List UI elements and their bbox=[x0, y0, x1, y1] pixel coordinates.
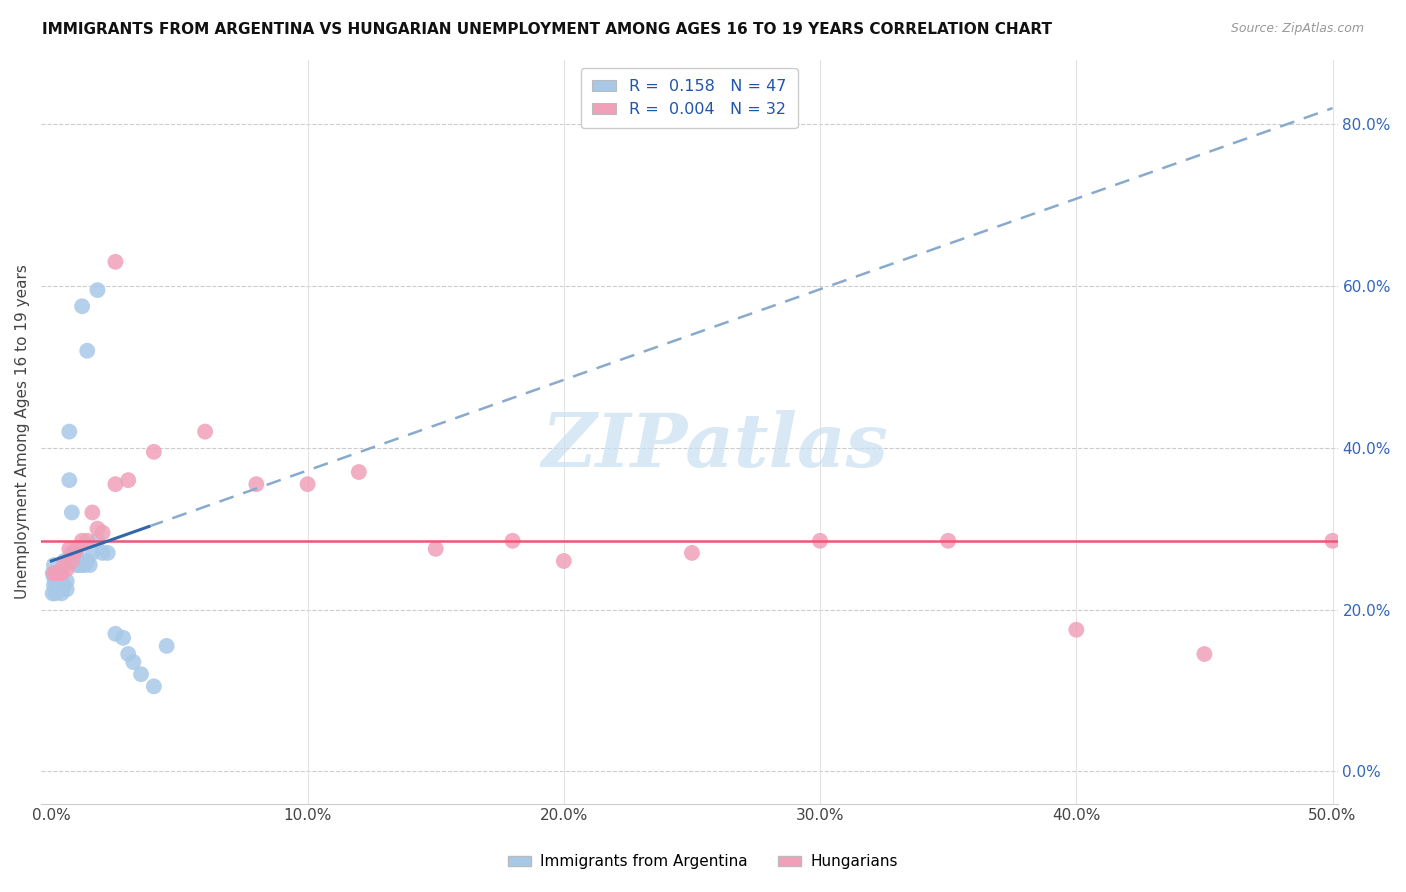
Point bbox=[60, 554, 83, 568]
Point bbox=[76, 343, 98, 358]
Point bbox=[53, 578, 76, 592]
Point bbox=[48, 570, 70, 584]
Point bbox=[58, 425, 80, 439]
Point bbox=[117, 647, 139, 661]
Point bbox=[73, 558, 96, 572]
Point bbox=[53, 554, 76, 568]
Y-axis label: Unemployment Among Ages 16 to 19 years: Unemployment Among Ages 16 to 19 years bbox=[15, 264, 30, 599]
Point bbox=[41, 566, 63, 581]
Point bbox=[142, 679, 165, 693]
Point bbox=[55, 582, 77, 597]
Point bbox=[122, 655, 145, 669]
Point bbox=[129, 667, 152, 681]
Point bbox=[104, 254, 127, 268]
Point bbox=[51, 566, 73, 581]
Point bbox=[117, 473, 139, 487]
Point bbox=[51, 586, 73, 600]
Point bbox=[42, 558, 65, 572]
Point bbox=[91, 525, 114, 540]
Point bbox=[55, 574, 77, 589]
Point bbox=[44, 586, 66, 600]
Text: ZIPatlas: ZIPatlas bbox=[541, 410, 889, 483]
Point bbox=[142, 445, 165, 459]
Point bbox=[60, 546, 83, 560]
Point bbox=[76, 554, 98, 568]
Point bbox=[91, 546, 114, 560]
Point bbox=[66, 558, 89, 572]
Legend: R =  0.158   N = 47, R =  0.004   N = 32: R = 0.158 N = 47, R = 0.004 N = 32 bbox=[581, 68, 797, 128]
Point bbox=[76, 533, 98, 548]
Point bbox=[45, 566, 67, 581]
Text: IMMIGRANTS FROM ARGENTINA VS HUNGARIAN UNEMPLOYMENT AMONG AGES 16 TO 19 YEARS CO: IMMIGRANTS FROM ARGENTINA VS HUNGARIAN U… bbox=[42, 22, 1052, 37]
Point bbox=[58, 473, 80, 487]
Point bbox=[66, 541, 89, 556]
Point bbox=[45, 566, 67, 581]
Point bbox=[63, 546, 86, 560]
Point bbox=[82, 506, 104, 520]
Point bbox=[58, 541, 80, 556]
Point bbox=[66, 549, 89, 564]
Point bbox=[70, 533, 93, 548]
Point bbox=[104, 627, 127, 641]
Point bbox=[46, 570, 69, 584]
Point bbox=[51, 574, 73, 589]
Point bbox=[425, 541, 447, 556]
Point bbox=[86, 533, 108, 548]
Point bbox=[48, 574, 70, 589]
Point bbox=[347, 465, 370, 479]
Point bbox=[104, 477, 127, 491]
Point bbox=[808, 533, 831, 548]
Point bbox=[45, 574, 67, 589]
Point bbox=[97, 546, 120, 560]
Point bbox=[245, 477, 267, 491]
Point bbox=[48, 566, 70, 581]
Point bbox=[156, 639, 179, 653]
Text: Source: ZipAtlas.com: Source: ZipAtlas.com bbox=[1230, 22, 1364, 36]
Point bbox=[60, 506, 83, 520]
Point bbox=[1064, 623, 1087, 637]
Point bbox=[112, 631, 135, 645]
Point bbox=[51, 582, 73, 597]
Point bbox=[82, 546, 104, 560]
Point bbox=[44, 574, 66, 589]
Point bbox=[70, 299, 93, 313]
Point bbox=[70, 558, 93, 572]
Point bbox=[53, 558, 76, 572]
Point bbox=[42, 566, 65, 581]
Point bbox=[681, 546, 703, 560]
Point bbox=[42, 570, 65, 584]
Point bbox=[1194, 647, 1216, 661]
Point bbox=[86, 283, 108, 297]
Point bbox=[48, 578, 70, 592]
Point bbox=[936, 533, 959, 548]
Point bbox=[42, 578, 65, 592]
Point bbox=[86, 522, 108, 536]
Point bbox=[55, 562, 77, 576]
Point bbox=[1322, 533, 1344, 548]
Point bbox=[194, 425, 217, 439]
Point bbox=[79, 558, 101, 572]
Point bbox=[41, 586, 63, 600]
Legend: Immigrants from Argentina, Hungarians: Immigrants from Argentina, Hungarians bbox=[502, 848, 904, 875]
Point bbox=[502, 533, 524, 548]
Point bbox=[45, 582, 67, 597]
Point bbox=[297, 477, 319, 491]
Point bbox=[63, 546, 86, 560]
Point bbox=[69, 558, 91, 572]
Point bbox=[553, 554, 575, 568]
